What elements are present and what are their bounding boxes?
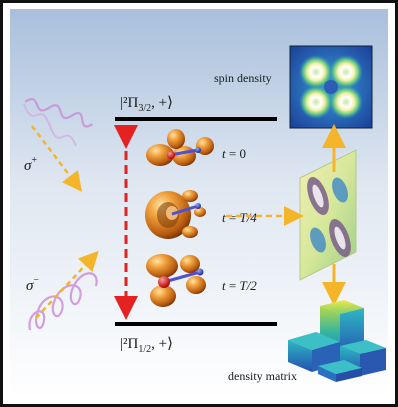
molecule-t1 (145, 190, 206, 239)
sigma-minus-label: σ− (26, 275, 39, 294)
molecule-t0 (146, 129, 214, 166)
spin-density-label: spin density (214, 71, 272, 85)
density-matrix-label: density matrix (228, 369, 297, 383)
sigma-plus-label: σ+ (24, 155, 37, 174)
time-label-t1: t = T/4 (222, 210, 257, 225)
spin-density-panel (289, 45, 373, 129)
upper-level-label: |²Π3/2, +⟩ (120, 95, 173, 114)
density-matrix-plot (288, 300, 386, 382)
time-label-t0: t = 0 (222, 146, 246, 161)
time-label-t2: t = T/2 (222, 278, 257, 293)
sigma-minus-beam (28, 250, 99, 331)
molecule-t2 (146, 254, 206, 307)
wavefunction-sheet (299, 149, 357, 281)
sigma-plus-beam (23, 98, 94, 192)
lower-level-label: |²Π1/2, +⟩ (120, 336, 173, 355)
